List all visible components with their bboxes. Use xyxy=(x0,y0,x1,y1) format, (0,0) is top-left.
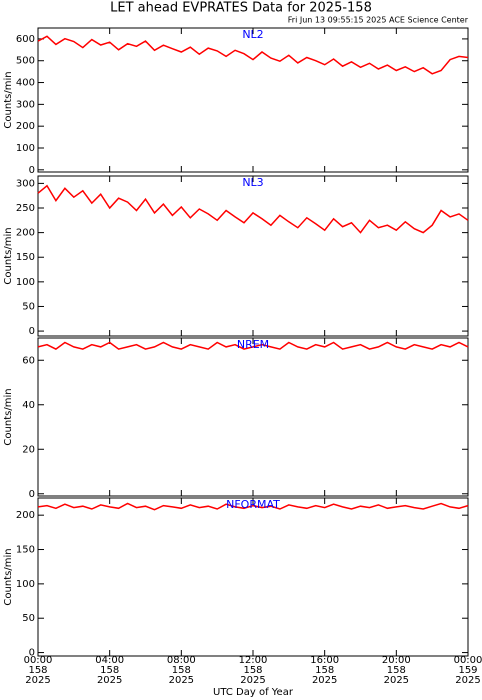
x-tick-day: 159 xyxy=(458,665,477,676)
y-tick-label: 60 xyxy=(22,355,35,366)
y-tick-label: 150 xyxy=(16,252,35,263)
x-tick-day: 158 xyxy=(28,665,47,676)
y-tick-label: 400 xyxy=(16,78,35,89)
y-tick-label: 500 xyxy=(16,56,35,67)
x-tick-year: 2025 xyxy=(169,675,194,686)
chart-title: LET ahead EVPRATES Data for 2025-158 xyxy=(110,1,372,16)
y-tick-label: 100 xyxy=(16,143,35,154)
x-tick-label: 00:00 xyxy=(24,655,53,666)
x-axis-label: UTC Day of Year xyxy=(213,687,294,698)
y-axis-label: Counts/min xyxy=(3,227,14,284)
y-tick-label: 200 xyxy=(16,510,35,521)
y-tick-label: 50 xyxy=(22,301,35,312)
panel-frame xyxy=(37,27,469,173)
y-tick-label: 0 xyxy=(29,648,35,659)
panel-frame xyxy=(37,337,469,497)
y-tick-label: 300 xyxy=(16,178,35,189)
x-tick-label: 16:00 xyxy=(310,655,339,666)
y-tick-label: 50 xyxy=(22,613,35,624)
x-tick-day: 158 xyxy=(387,665,406,676)
chart-subtitle: Fri Jun 13 09:55:15 2025 ACE Science Cen… xyxy=(288,16,469,25)
y-tick-label: 100 xyxy=(16,579,35,590)
x-tick-day: 158 xyxy=(172,665,191,676)
data-line xyxy=(37,184,469,234)
x-tick-year: 2025 xyxy=(97,675,122,686)
y-tick-label: 100 xyxy=(16,277,35,288)
x-tick-year: 2025 xyxy=(240,675,265,686)
y-tick-label: 300 xyxy=(16,99,35,110)
y-axis-label: Counts/min xyxy=(3,548,14,605)
data-line xyxy=(37,341,469,350)
y-tick-label: 600 xyxy=(16,34,35,45)
y-tick-label: 200 xyxy=(16,228,35,239)
panel-label: NL2 xyxy=(242,28,263,41)
y-tick-label: 0 xyxy=(29,489,35,500)
panel-label: NL3 xyxy=(242,176,263,189)
x-tick-day: 158 xyxy=(315,665,334,676)
panel-frame xyxy=(37,175,469,337)
x-tick-label: 12:00 xyxy=(239,655,268,666)
y-axis-label: Counts/min xyxy=(3,71,14,128)
y-tick-label: 40 xyxy=(22,400,35,411)
x-tick-year: 2025 xyxy=(25,675,50,686)
x-tick-day: 158 xyxy=(243,665,262,676)
y-tick-label: 0 xyxy=(29,326,35,337)
panel-label: NFORMAT xyxy=(226,498,280,511)
x-tick-year: 2025 xyxy=(384,675,409,686)
data-line xyxy=(37,35,469,75)
y-tick-label: 200 xyxy=(16,121,35,132)
x-tick-label: 08:00 xyxy=(167,655,196,666)
y-tick-label: 0 xyxy=(29,165,35,176)
x-tick-label: 20:00 xyxy=(382,655,411,666)
y-tick-label: 150 xyxy=(16,545,35,556)
x-tick-label: 04:00 xyxy=(95,655,124,666)
data-line xyxy=(37,502,469,511)
panel-label: NREM xyxy=(237,338,269,351)
x-tick-year: 2025 xyxy=(455,675,480,686)
x-tick-year: 2025 xyxy=(312,675,337,686)
y-tick-label: 250 xyxy=(16,203,35,214)
panel-frame xyxy=(37,497,469,657)
x-tick-label: 00:00 xyxy=(454,655,482,666)
y-tick-label: 20 xyxy=(22,444,35,455)
x-tick-day: 158 xyxy=(100,665,119,676)
y-axis-label: Counts/min xyxy=(3,388,14,445)
